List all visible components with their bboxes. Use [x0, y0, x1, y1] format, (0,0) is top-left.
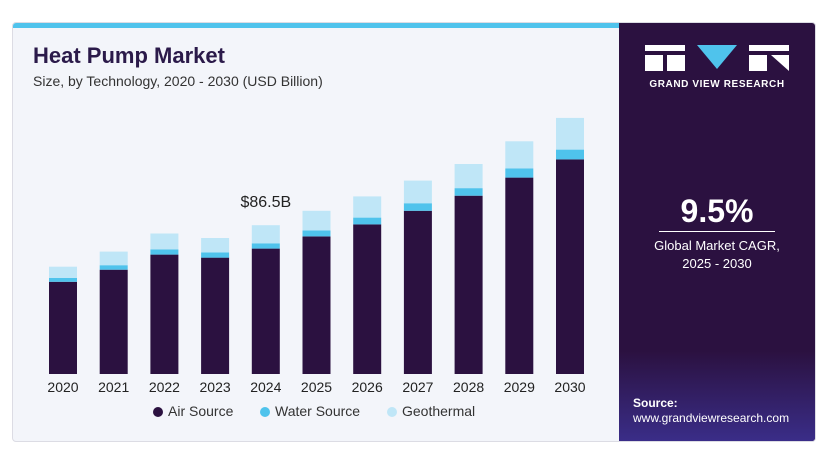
cagr-label-line2: 2025 - 2030	[682, 256, 752, 271]
x-tick-2027: 2027	[402, 379, 433, 395]
bar-water-source-2020	[49, 278, 77, 282]
bar-air-source-2030	[556, 159, 584, 374]
chart-title: Heat Pump Market	[33, 43, 225, 68]
bar-air-source-2024	[251, 248, 280, 374]
bar-air-source-2020	[49, 281, 77, 374]
panel-grid-decoration	[619, 351, 815, 441]
legend-swatch-air-source	[153, 407, 163, 417]
bar-geothermal-2025	[302, 210, 331, 231]
bar-geothermal-2021	[99, 251, 128, 266]
accent-line	[13, 23, 621, 28]
legend-swatch-geothermal	[387, 407, 397, 417]
x-tick-2030: 2030	[554, 379, 585, 395]
source-link[interactable]: www.grandviewresearch.com	[633, 411, 790, 425]
cagr-value: 9.5%	[680, 193, 754, 229]
legend-swatch-water-source	[260, 407, 270, 417]
x-tick-2029: 2029	[504, 379, 535, 395]
bar-geothermal-2027	[403, 180, 432, 204]
bar-air-source-2023	[201, 257, 230, 374]
bar-geothermal-2026	[353, 196, 382, 218]
brand-name: GRAND VIEW RESEARCH	[649, 79, 785, 90]
gvr-logo-icon	[645, 45, 789, 71]
bar-water-source-2026	[353, 217, 382, 225]
x-tick-2022: 2022	[149, 379, 180, 395]
x-tick-2021: 2021	[98, 379, 129, 395]
callout-2024: $86.5B	[240, 194, 291, 211]
bar-chart: 2020 2021 2022 2023 2024 2025 2026 2027 2028 2029…	[47, 117, 586, 419]
bar-water-source-2025	[302, 230, 331, 237]
x-tick-2026: 2026	[352, 379, 383, 395]
bar-water-source-2022	[150, 249, 179, 255]
bar-geothermal-2029	[505, 141, 534, 169]
x-tick-2024: 2024	[250, 379, 281, 395]
bar-air-source-2021	[99, 269, 128, 374]
bar-geothermal-2028	[454, 164, 483, 189]
bar-air-source-2027	[403, 210, 432, 374]
chart-subtitle: Size, by Technology, 2020 - 2030 (USD Bi…	[33, 73, 323, 89]
bar-geothermal-2022	[150, 233, 179, 250]
bar-geothermal-2024	[251, 225, 280, 244]
bar-water-source-2023	[201, 252, 230, 258]
x-tick-2023: 2023	[200, 379, 231, 395]
stats-panel: GRAND VIEW RESEARCH 9.5% Global Market C…	[619, 23, 815, 441]
cagr-label: Global Market CAGR, 2025 - 2030	[619, 237, 815, 273]
cagr-label-line1: Global Market CAGR,	[654, 238, 780, 253]
legend-label-geothermal: Geothermal	[402, 403, 475, 419]
x-tick-2020: 2020	[47, 379, 78, 395]
chart-card: Heat Pump Market Size, by Technology, 20…	[12, 22, 816, 442]
cagr-divider	[659, 231, 775, 232]
bar-water-source-2021	[99, 265, 128, 270]
bar-air-source-2029	[505, 177, 534, 374]
bar-geothermal-2030	[556, 117, 584, 150]
bar-geothermal-2020	[49, 266, 77, 278]
bar-air-source-2026	[353, 224, 382, 374]
x-tick-2025: 2025	[301, 379, 332, 395]
bar-water-source-2030	[556, 149, 584, 160]
bar-geothermal-2023	[201, 238, 230, 253]
legend-label-air-source: Air Source	[168, 403, 234, 419]
x-tick-2028: 2028	[453, 379, 484, 395]
bar-water-source-2027	[403, 203, 432, 211]
bar-air-source-2028	[454, 195, 483, 374]
bar-water-source-2028	[454, 188, 483, 196]
legend-label-water-source: Water Source	[275, 403, 360, 419]
bar-water-source-2024	[251, 243, 280, 249]
bar-water-source-2029	[505, 168, 534, 178]
source-label: Source:	[633, 396, 678, 410]
bar-air-source-2022	[150, 254, 179, 374]
bar-air-source-2025	[302, 236, 331, 374]
